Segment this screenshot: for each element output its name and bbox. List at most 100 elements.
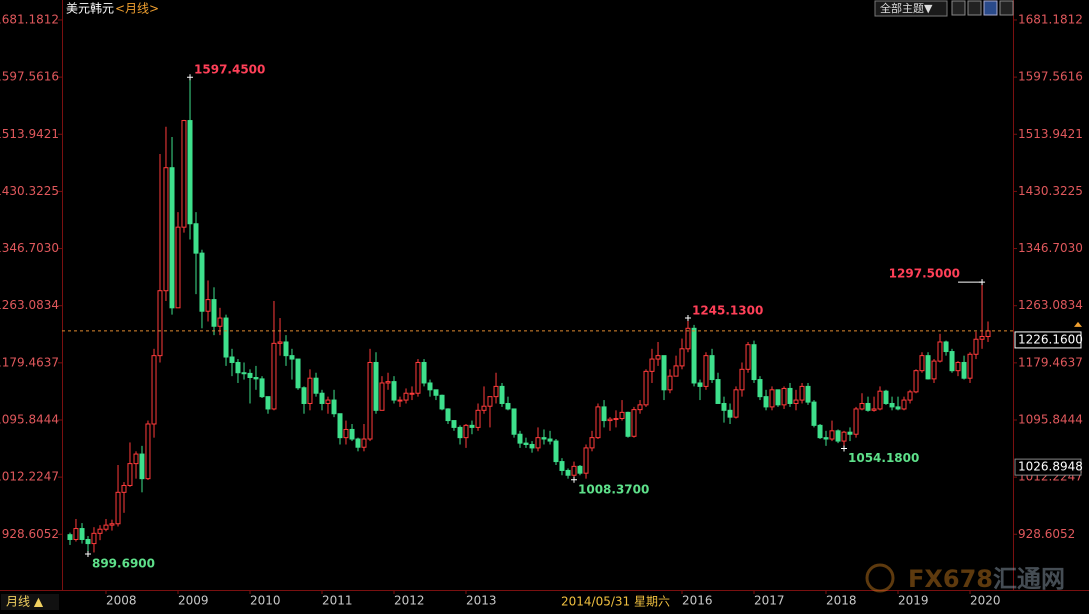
- x-tick-label: 2016: [682, 594, 713, 608]
- y-tick-label: 1597.5616: [1018, 70, 1083, 84]
- watermark: FX678 汇通网: [865, 563, 1065, 593]
- x-tick-label: 2009: [178, 594, 209, 608]
- candle-body: [223, 317, 229, 358]
- candle-body: [481, 405, 487, 411]
- candle-body: [427, 382, 433, 391]
- candle-body: [259, 378, 265, 398]
- candle-body: [667, 375, 673, 391]
- candle-body: [265, 396, 271, 410]
- candle-body: [601, 406, 607, 422]
- candle-body: [451, 420, 457, 428]
- annotation-label: 1597.4500: [194, 63, 265, 77]
- y-tick-label: 1263.0834: [1018, 298, 1083, 312]
- candle-body: [877, 390, 883, 410]
- candle-body: [355, 438, 361, 448]
- candle-body: [319, 392, 325, 404]
- x-tick-label: 2018: [826, 594, 857, 608]
- tool-icon[interactable]: [967, 0, 982, 16]
- candle-body: [829, 430, 835, 440]
- candle-body: [937, 341, 943, 362]
- theme-button[interactable]: [874, 0, 948, 17]
- candle-body: [505, 402, 511, 410]
- candle-body: [313, 377, 319, 394]
- tool-icon[interactable]: [999, 0, 1014, 16]
- candle-body: [403, 392, 409, 401]
- candle-body: [373, 361, 379, 411]
- toolbar: 全部主题▼: [874, 0, 1014, 17]
- candle-body: [217, 317, 223, 327]
- candle-body: [493, 385, 499, 398]
- candle-body: [331, 399, 337, 415]
- candle-body: [349, 428, 355, 440]
- candle-body: [187, 120, 193, 225]
- candle-body: [241, 372, 247, 375]
- candle-body: [79, 528, 85, 540]
- candle-body: [793, 399, 799, 404]
- candle-body: [283, 341, 289, 357]
- candle-body: [955, 361, 961, 372]
- tool-icon[interactable]: [983, 0, 998, 16]
- candle-body: [289, 355, 295, 360]
- candle-body: [763, 396, 769, 408]
- tool-icon[interactable]: [951, 0, 966, 16]
- candle-body: [127, 463, 133, 486]
- candle-body: [391, 381, 397, 401]
- candle-body: [409, 392, 415, 395]
- annotation-marker: [571, 476, 578, 483]
- theme-button-label[interactable]: 全部主题▼: [880, 1, 933, 15]
- candle-body: [421, 361, 427, 384]
- last-price-label: 1226.1600: [1018, 332, 1083, 346]
- candle-body: [943, 341, 949, 353]
- annotation-label: 1008.3700: [578, 482, 649, 496]
- y-tick-label: 1513.9421: [0, 127, 59, 141]
- x-tick-label: 2013: [466, 594, 497, 608]
- candle-body: [703, 355, 709, 387]
- candle-body: [535, 437, 541, 449]
- candle-body: [589, 437, 595, 449]
- x-tick-label: 2011: [322, 594, 353, 608]
- candle-body: [181, 120, 187, 228]
- candle-body: [103, 524, 109, 530]
- y-tick-label: 1430.3225: [0, 184, 59, 198]
- period-button-label[interactable]: 月线 ▲: [6, 595, 44, 609]
- y-tick-label: 1263.0834: [0, 298, 59, 312]
- candle-body: [511, 408, 517, 435]
- candle-body: [673, 365, 679, 377]
- candle-body: [907, 391, 913, 401]
- candle-body: [469, 424, 475, 428]
- candle-body: [931, 360, 937, 380]
- candle-body: [343, 428, 349, 439]
- candle-body: [247, 372, 253, 379]
- y-tick-label: 1681.1812: [1018, 12, 1083, 26]
- candle-body: [475, 409, 481, 428]
- period-button[interactable]: [1, 594, 59, 610]
- annotation-marker: [841, 445, 848, 452]
- candle-body: [517, 433, 523, 444]
- candle-body: [919, 355, 925, 372]
- annotation-marker: [84, 551, 91, 558]
- y-tick-label: 1346.7030: [0, 241, 59, 255]
- candle-body: [727, 409, 733, 418]
- candle-body: [769, 389, 775, 408]
- candle-body: [661, 355, 667, 391]
- candle-body: [361, 438, 367, 448]
- candle-body: [871, 408, 877, 411]
- candle-body: [757, 379, 763, 398]
- y-tick-label: 928.6052: [1018, 527, 1075, 541]
- candle-body: [655, 355, 661, 360]
- candle-body: [205, 299, 211, 312]
- candle-body: [697, 382, 703, 387]
- candle-body: [811, 401, 817, 426]
- candle-body: [781, 387, 787, 406]
- y-tick-label: 1012.2247: [0, 470, 59, 484]
- candle-body: [805, 385, 811, 403]
- y-tick-label: 1513.9421: [1018, 127, 1083, 141]
- candle-body: [649, 358, 655, 372]
- candle-body: [553, 440, 559, 463]
- candle-body: [787, 387, 793, 404]
- candle-body: [199, 252, 205, 312]
- candle-body: [949, 351, 955, 372]
- candle-body: [133, 453, 139, 465]
